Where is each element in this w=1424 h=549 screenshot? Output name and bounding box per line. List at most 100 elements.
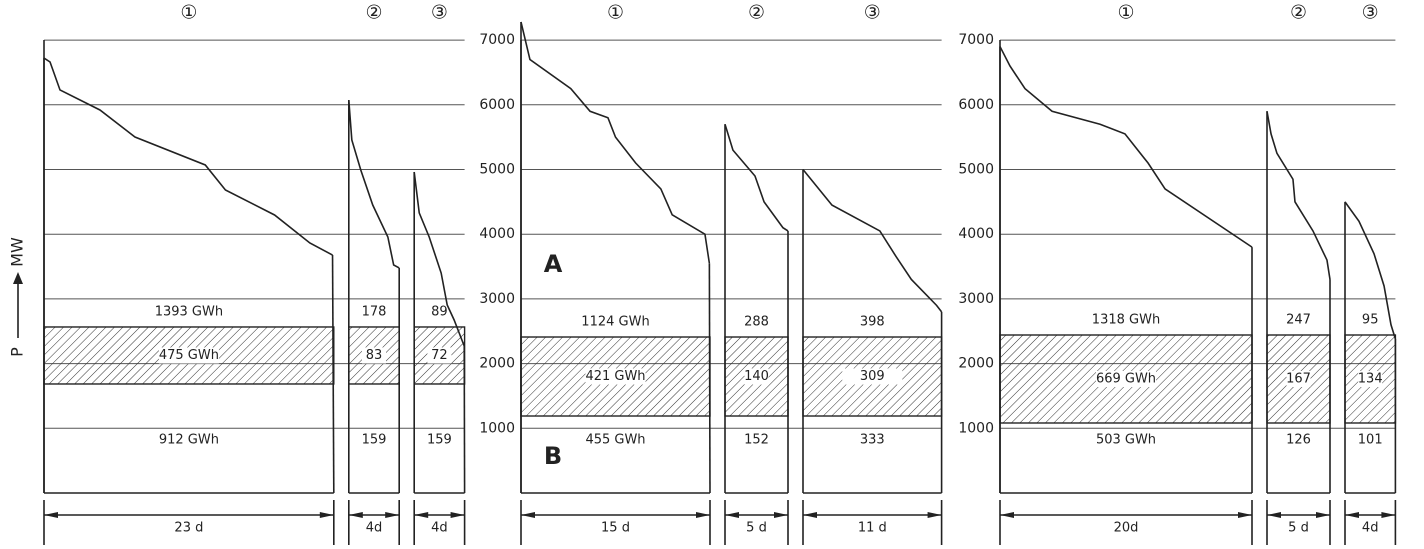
energy-band: 134 — [1358, 371, 1383, 386]
load-curve — [724, 123, 789, 232]
energy-bottom: 101 — [1358, 433, 1383, 448]
section-marker: ② — [748, 2, 765, 24]
duration-label: 23 d — [174, 521, 203, 536]
y-tick-label: 7000 — [479, 32, 515, 48]
energy-band: 669 GWh — [1096, 371, 1156, 386]
section-marker: ③ — [431, 2, 448, 24]
energy-band: 140 — [744, 369, 769, 384]
y-tick-label: 2000 — [958, 356, 994, 372]
energy-bottom: 152 — [744, 433, 769, 448]
section-right-edge — [708, 263, 711, 494]
label-bg — [362, 347, 386, 364]
section-marker: ① — [607, 2, 624, 24]
y-tick-label: 3000 — [479, 291, 515, 307]
axis-symbol: P — [8, 347, 27, 357]
dim-arrow — [774, 512, 788, 518]
energy-bottom: 912 GWh — [159, 433, 219, 448]
energy-bottom: 333 — [860, 433, 885, 448]
energy-band: 167 — [1286, 371, 1311, 386]
energy-bottom: 455 GWh — [585, 433, 645, 448]
dim-arrow — [1345, 512, 1359, 518]
energy-band: 309 — [860, 369, 885, 384]
dim-arrow — [1238, 512, 1252, 518]
label-bg — [427, 347, 452, 364]
axis-unit: MW — [8, 237, 27, 267]
y-tick-label: 5000 — [958, 162, 994, 178]
section-marker: ② — [365, 2, 382, 24]
y-axis-label: P MW — [8, 237, 27, 357]
y-tick-label: 3000 — [958, 291, 994, 307]
duration-label: 4d — [366, 521, 383, 536]
section-marker: ③ — [1362, 2, 1379, 24]
duration-label: 5 d — [1288, 521, 1309, 536]
duration-label: 4d — [1362, 521, 1379, 536]
load-curve — [999, 46, 1253, 248]
energy-top: 1393 GWh — [155, 304, 223, 319]
dim-arrow — [927, 512, 942, 518]
energy-top: 398 — [860, 315, 885, 330]
energy-band: 83 — [366, 348, 383, 363]
label-bg — [744, 368, 769, 385]
duration-label: 5 d — [746, 521, 767, 536]
load-curve — [413, 171, 465, 347]
energy-top: 247 — [1286, 313, 1311, 328]
energy-band: 475 GWh — [159, 348, 219, 363]
energy-bottom: 503 GWh — [1096, 433, 1156, 448]
energy-band: 72 — [431, 348, 448, 363]
energy-bottom: 159 — [362, 433, 387, 448]
section-marker: ② — [1290, 2, 1307, 24]
duration-label: 20d — [1114, 521, 1139, 536]
load-curve — [802, 168, 943, 313]
energy-top: 1318 GWh — [1092, 313, 1160, 328]
section-marker: ① — [1117, 2, 1134, 24]
energy-bottom: 159 — [427, 433, 452, 448]
dim-arrow — [1316, 512, 1330, 518]
y-tick-label: 4000 — [958, 226, 994, 242]
section-marker: ③ — [864, 2, 881, 24]
annotation: A — [544, 250, 563, 278]
energy-top: 95 — [1362, 313, 1379, 328]
label-bg — [158, 347, 219, 364]
dim-arrow — [44, 512, 58, 518]
dim-arrow — [414, 512, 429, 518]
label-bg — [585, 368, 646, 385]
load-curve — [348, 99, 400, 269]
dim-arrow — [1381, 512, 1396, 518]
section-marker: ① — [180, 2, 197, 24]
load-curve — [43, 57, 333, 256]
energy-top: 178 — [362, 304, 387, 319]
section-right-edge — [331, 255, 335, 494]
load-curve — [520, 21, 711, 264]
y-tick-label: 1000 — [958, 420, 994, 436]
duration-label: 4d — [431, 521, 448, 536]
y-tick-label: 6000 — [479, 97, 515, 113]
y-tick-label: 2000 — [479, 356, 515, 372]
energy-top: 89 — [431, 304, 448, 319]
load-curve — [1266, 111, 1331, 280]
dim-arrow — [1267, 512, 1281, 518]
dim-arrow — [450, 512, 465, 518]
energy-top: 1124 GWh — [581, 315, 649, 330]
y-tick-label: 1000 — [479, 420, 515, 436]
label-bg — [1096, 370, 1156, 387]
duration-label: 11 d — [858, 521, 887, 536]
dim-arrow — [803, 512, 817, 518]
energy-band: 421 GWh — [585, 369, 645, 384]
dim-arrow — [385, 512, 400, 518]
annotation: B — [544, 442, 562, 470]
dim-arrow — [725, 512, 739, 518]
axis-arrowhead — [13, 272, 23, 284]
y-tick-label: 4000 — [479, 226, 515, 242]
label-bg — [842, 368, 903, 385]
dim-arrow — [1000, 512, 1014, 518]
dim-arrow — [319, 512, 334, 518]
dim-arrow — [348, 512, 363, 518]
energy-top: 288 — [744, 315, 769, 330]
y-tick-label: 6000 — [958, 97, 994, 113]
label-bg — [1358, 370, 1383, 387]
dim-arrow — [696, 512, 710, 518]
duration-label: 15 d — [601, 521, 630, 536]
load-curve — [1344, 201, 1397, 340]
energy-bottom: 126 — [1286, 433, 1311, 448]
